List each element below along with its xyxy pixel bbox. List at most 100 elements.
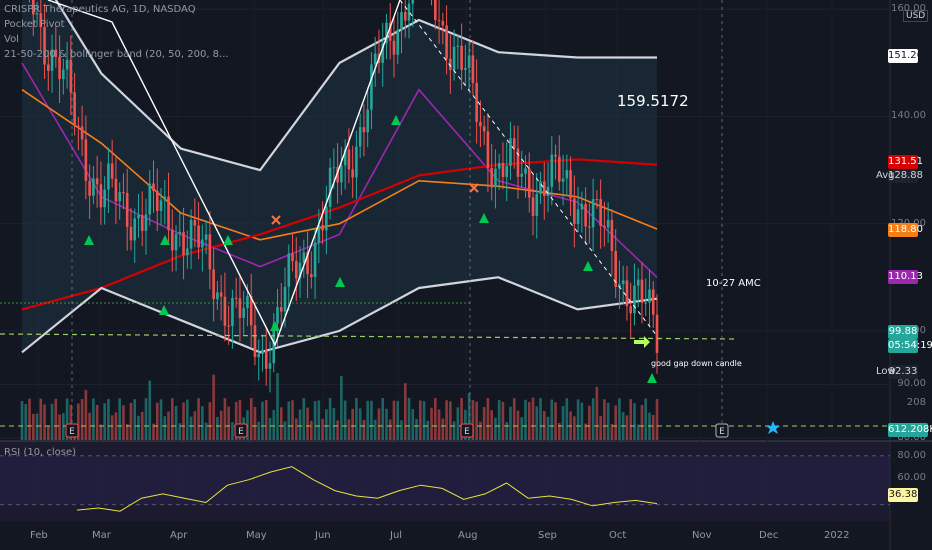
price-label-avg: 128.88 xyxy=(888,169,923,184)
earnings-marker-label: E xyxy=(719,427,725,437)
volume-bar xyxy=(302,398,306,440)
candle-body xyxy=(441,20,445,26)
indicator-legend-pocket-pivot[interactable]: Pocket Pivot xyxy=(4,19,65,30)
candle-body xyxy=(306,252,309,275)
volume-bar xyxy=(88,412,91,440)
volume-bar xyxy=(618,398,621,440)
time-label: May xyxy=(246,530,267,541)
volume-bar xyxy=(167,411,170,440)
volume-bar xyxy=(313,401,317,440)
candle-body xyxy=(268,363,272,369)
volume-bar xyxy=(606,402,610,440)
symbol-legend[interactable]: CRISPR Therapeutics AG, 1D, NASDAQ xyxy=(4,4,196,15)
candle-body xyxy=(249,295,253,326)
volume-bar xyxy=(332,407,336,440)
volume-bar xyxy=(509,406,512,440)
price-tick: 90.00 xyxy=(897,378,926,390)
candle-body xyxy=(219,292,223,297)
volume-bar xyxy=(219,410,223,440)
pocket-pivot-marker xyxy=(583,261,593,271)
volume-bar xyxy=(317,400,321,440)
volume-bar xyxy=(174,405,178,440)
volume-bar xyxy=(77,403,80,440)
candle-body xyxy=(621,280,625,285)
indicator-legend-vol[interactable]: Vol xyxy=(4,34,19,45)
volume-bar xyxy=(475,401,478,440)
earnings-marker-label: E xyxy=(238,427,244,437)
volume-bar xyxy=(588,405,591,440)
volume-bar xyxy=(636,424,640,440)
volume-bar xyxy=(253,406,257,440)
volume-bar xyxy=(340,376,343,440)
currency-badge[interactable]: USD xyxy=(903,10,929,22)
candle-body xyxy=(186,248,189,256)
volume-bar xyxy=(58,414,61,440)
volume-bar xyxy=(279,407,283,440)
volume-bar xyxy=(325,409,328,440)
volume-bar xyxy=(366,400,369,440)
volume-bar xyxy=(189,416,193,440)
indicator-legend-ma-bollinger[interactable]: 21-50-200 & bollinger band (20, 50, 200,… xyxy=(4,49,229,60)
candle-body xyxy=(558,156,561,182)
candle-body xyxy=(125,192,129,227)
volume-bar xyxy=(441,418,445,440)
candle-body xyxy=(144,214,148,231)
pocket-pivot-marker xyxy=(479,213,489,223)
volume-bar xyxy=(554,402,557,440)
rsi-legend[interactable]: RSI (10, close) xyxy=(4,447,77,458)
annotation-gap: good gap down candle xyxy=(651,359,742,368)
candle-body xyxy=(238,298,242,318)
volume-bar xyxy=(249,398,253,440)
volume-bar xyxy=(238,399,242,440)
volume-bar xyxy=(497,399,501,440)
volume-bar xyxy=(43,404,46,440)
volume-bar xyxy=(272,409,276,440)
candle-body xyxy=(618,284,621,288)
candle-body xyxy=(588,226,591,228)
candle-body xyxy=(276,307,279,324)
rsi-tick: 60.00 xyxy=(897,471,926,483)
volume-bar xyxy=(328,398,332,440)
volume-bar xyxy=(65,398,69,440)
time-label: Dec xyxy=(759,530,779,541)
candle-body xyxy=(328,167,332,207)
candle-body xyxy=(167,196,170,231)
volume-bar xyxy=(287,401,291,440)
volume-bar xyxy=(430,407,433,440)
candle-body xyxy=(174,233,178,251)
candle-body xyxy=(317,225,321,243)
volume-bar xyxy=(227,406,230,440)
volume-bar xyxy=(107,399,110,440)
volume-bar xyxy=(216,417,219,440)
annotation-level-1: 159.5 xyxy=(617,92,660,110)
volume-bar xyxy=(573,416,576,440)
trendline-zigzag xyxy=(47,0,401,347)
candle-body xyxy=(129,226,133,241)
candle-body xyxy=(546,186,550,197)
candle-body xyxy=(471,55,475,83)
candle-body xyxy=(43,27,46,65)
volume-bar xyxy=(629,399,632,440)
candle-body xyxy=(648,289,651,303)
candle-body xyxy=(152,183,155,191)
candle-body xyxy=(479,121,482,127)
volume-bar xyxy=(231,422,234,440)
volume-bar xyxy=(69,404,73,440)
volume-bar xyxy=(505,422,509,440)
ma50-line xyxy=(21,89,658,241)
volume-bar xyxy=(388,419,392,440)
candle-body xyxy=(527,168,531,198)
candle-body xyxy=(644,302,648,304)
candle-body xyxy=(396,29,400,55)
rsi-value-label: 36.38 xyxy=(888,488,918,502)
candle-body xyxy=(65,59,69,70)
candle-body xyxy=(257,353,261,358)
volume-bar xyxy=(114,412,118,440)
volume-bar xyxy=(415,419,418,440)
volume-bar xyxy=(479,421,482,440)
candle-body xyxy=(633,285,636,314)
candle-body xyxy=(197,225,200,248)
volume-bar xyxy=(403,383,407,440)
candle-body xyxy=(137,215,140,219)
